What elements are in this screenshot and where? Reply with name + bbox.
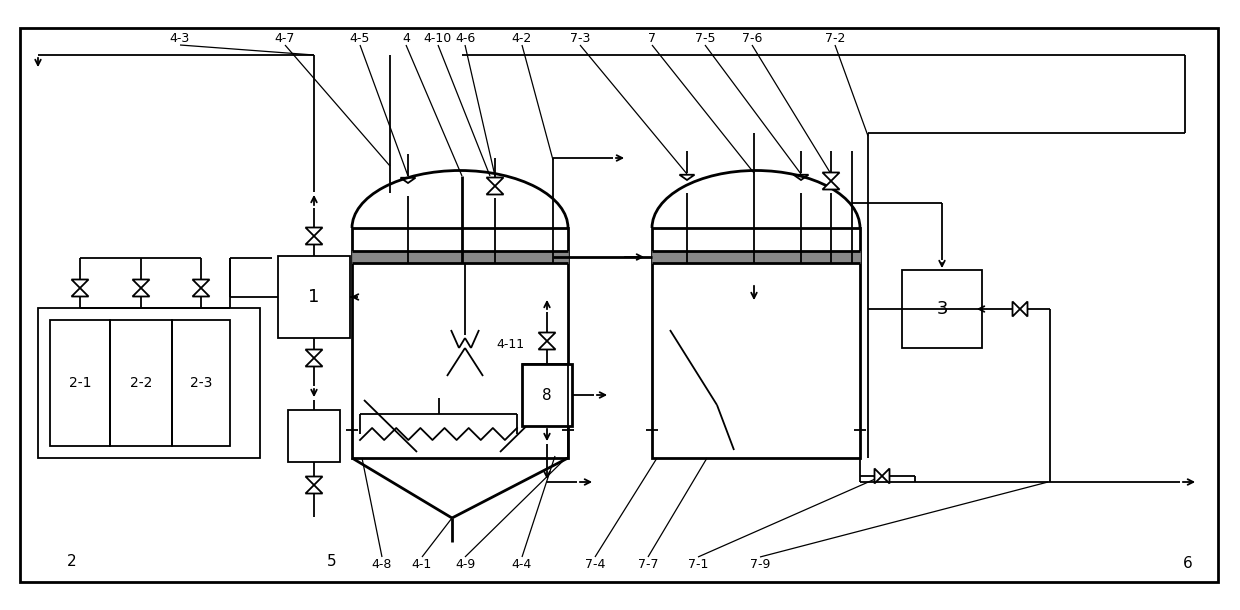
- Text: 7: 7: [649, 32, 656, 45]
- Polygon shape: [305, 485, 322, 493]
- Text: 7-6: 7-6: [742, 32, 763, 45]
- Text: 4-7: 4-7: [275, 32, 295, 45]
- Text: 4-8: 4-8: [372, 558, 392, 570]
- Text: 4-9: 4-9: [455, 558, 475, 570]
- Polygon shape: [305, 350, 322, 358]
- Text: 4-6: 4-6: [455, 32, 475, 45]
- Text: 2-3: 2-3: [190, 376, 212, 390]
- Polygon shape: [822, 181, 839, 190]
- Text: 2-2: 2-2: [130, 376, 153, 390]
- Bar: [278, 256, 350, 338]
- Text: 8: 8: [542, 387, 552, 403]
- Polygon shape: [1021, 301, 1028, 317]
- Text: 4-2: 4-2: [512, 32, 532, 45]
- Polygon shape: [882, 468, 889, 484]
- Text: 6: 6: [1183, 556, 1193, 572]
- Text: 4: 4: [402, 32, 410, 45]
- Polygon shape: [1013, 301, 1021, 317]
- Text: 4-3: 4-3: [170, 32, 190, 45]
- Text: 1: 1: [309, 288, 320, 306]
- Text: 7-1: 7-1: [688, 558, 708, 570]
- Text: 5: 5: [327, 554, 337, 570]
- Polygon shape: [538, 341, 556, 350]
- Text: 3: 3: [936, 300, 947, 318]
- Bar: [110, 320, 172, 446]
- Polygon shape: [486, 186, 503, 195]
- Text: 2-1: 2-1: [68, 376, 92, 390]
- Text: 7-9: 7-9: [750, 558, 770, 570]
- Polygon shape: [874, 468, 882, 484]
- Bar: [652, 228, 861, 458]
- Text: 2: 2: [67, 554, 77, 570]
- Bar: [352, 228, 568, 458]
- Bar: [38, 308, 260, 458]
- Polygon shape: [305, 358, 322, 367]
- Text: 4-4: 4-4: [512, 558, 532, 570]
- Polygon shape: [192, 279, 210, 288]
- Bar: [652, 251, 861, 263]
- Text: 7-5: 7-5: [694, 32, 715, 45]
- Polygon shape: [822, 173, 839, 181]
- Polygon shape: [486, 178, 503, 186]
- Bar: [901, 270, 982, 348]
- Bar: [288, 410, 340, 462]
- Polygon shape: [133, 288, 150, 296]
- Polygon shape: [192, 288, 210, 296]
- Bar: [50, 320, 110, 446]
- Polygon shape: [538, 332, 556, 341]
- Polygon shape: [72, 279, 88, 288]
- Polygon shape: [133, 279, 150, 288]
- Text: 7-2: 7-2: [825, 32, 846, 45]
- Text: 4-10: 4-10: [424, 32, 453, 45]
- Text: 7-7: 7-7: [637, 558, 658, 570]
- Bar: [352, 251, 568, 263]
- Polygon shape: [72, 288, 88, 296]
- Polygon shape: [305, 228, 322, 236]
- Text: 7-4: 7-4: [585, 558, 605, 570]
- Bar: [522, 364, 572, 426]
- Text: 4-1: 4-1: [412, 558, 432, 570]
- Bar: [172, 320, 229, 446]
- Text: 7-3: 7-3: [570, 32, 590, 45]
- Polygon shape: [305, 236, 322, 245]
- Text: 4-11: 4-11: [496, 339, 525, 351]
- Polygon shape: [305, 476, 322, 485]
- Text: 4-5: 4-5: [350, 32, 371, 45]
